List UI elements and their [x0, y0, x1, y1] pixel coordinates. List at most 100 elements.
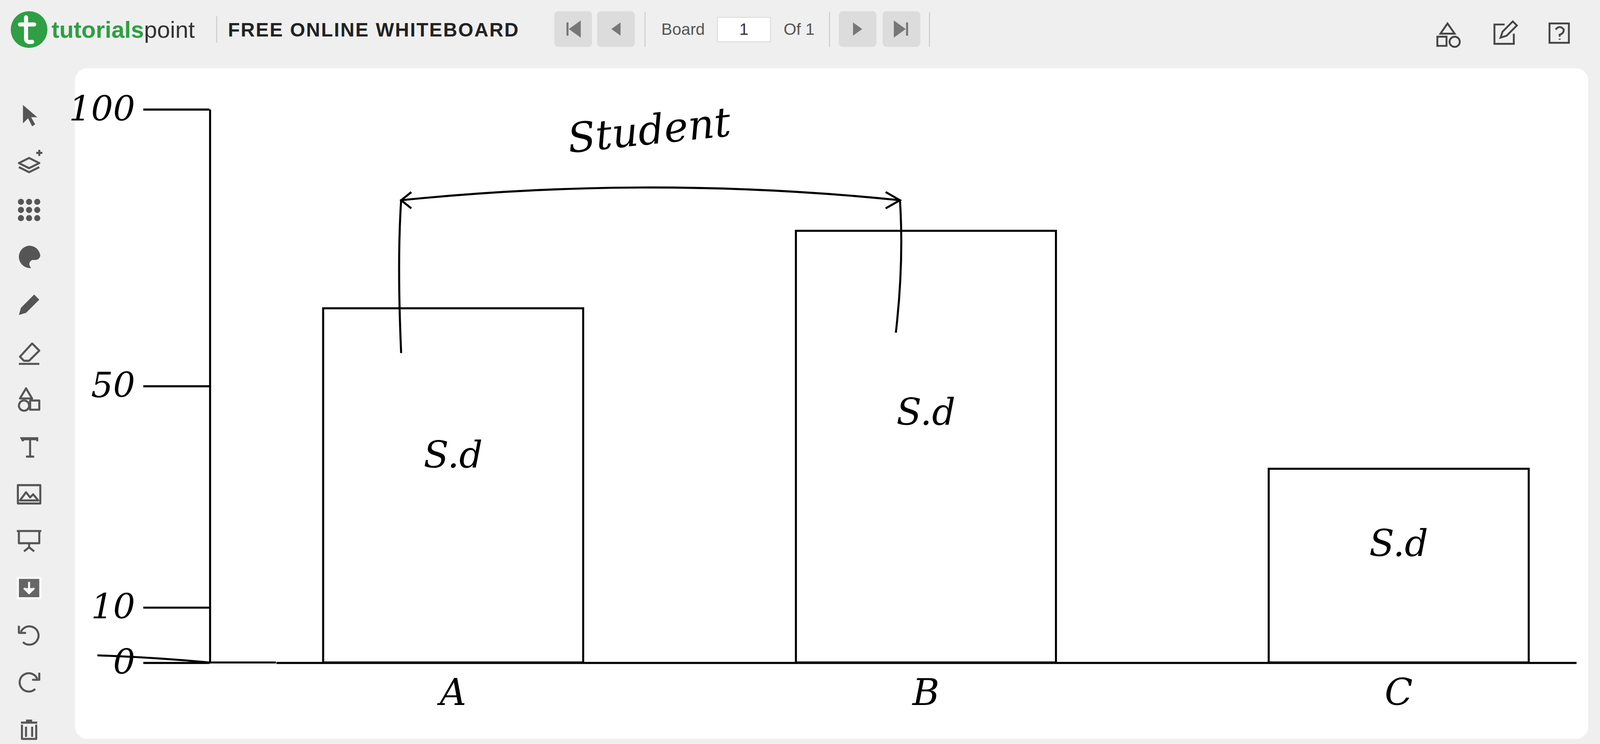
tool-icon: [18, 149, 43, 173]
nav-button[interactable]: [554, 11, 593, 47]
screen: tutorialspoint FREE ONLINE WHITEBOARD Boar…: [0, 0, 1600, 744]
background: [0, 0, 1600, 744]
dot: [26, 206, 33, 214]
tool-button[interactable]: [19, 437, 39, 459]
annotations: S.d S.d S.d: [423, 391, 1429, 565]
tool-button[interactable]: [18, 485, 41, 504]
x-tick: A: [436, 662, 467, 715]
bar-annotation: S.d: [896, 391, 956, 434]
app-title: FREE ONLINE WHITEBOARD: [227, 18, 520, 41]
y-tick: 0: [112, 642, 210, 683]
tool-icon: [19, 673, 40, 692]
icon: [853, 22, 863, 36]
y-tick-mark: [143, 108, 210, 111]
nav-button[interactable]: [597, 11, 635, 47]
tool-icon: [18, 485, 41, 504]
bar: [323, 308, 584, 663]
dot: [18, 206, 25, 214]
tool-button[interactable]: [18, 343, 40, 365]
plot-area: [323, 230, 1529, 663]
y-tick-label: 50: [91, 365, 136, 406]
divider: [929, 12, 930, 47]
board-input[interactable]: [717, 17, 771, 42]
icon: [567, 22, 580, 36]
nav-button[interactable]: [838, 11, 877, 47]
divider: [216, 16, 217, 43]
x-tick-label: A: [436, 671, 467, 715]
tool-icon: [20, 720, 38, 740]
y-tick-mark: [143, 606, 210, 609]
icon: [895, 22, 908, 36]
board-number[interactable]: 1: [739, 20, 749, 39]
y-tick-mark: [143, 662, 210, 665]
x-tick: B: [911, 662, 940, 715]
header: tutorialspoint FREE ONLINE WHITEBOARD Boar…: [10, 11, 1569, 48]
tool-icon: [18, 294, 40, 316]
brand-first: tutorials: [51, 16, 144, 43]
button-bg[interactable]: [597, 11, 635, 47]
bar: [796, 230, 1057, 663]
x-axis-line: [276, 662, 1577, 665]
title-bracket: [399, 187, 902, 354]
tool-button[interactable]: [19, 673, 40, 692]
bar-annotation: S.d: [1369, 522, 1429, 566]
tool-button[interactable]: [16, 531, 42, 552]
y-tick: 100: [68, 88, 210, 129]
tool-button[interactable]: [18, 626, 39, 645]
divider: [829, 12, 831, 47]
board-label: Board: [661, 20, 705, 39]
dot: [18, 198, 25, 206]
whiteboard[interactable]: [75, 68, 1589, 740]
edit-icon[interactable]: [1494, 21, 1517, 44]
dot: [33, 215, 41, 222]
divider: [644, 12, 646, 47]
tool-icon: [23, 104, 38, 127]
x-tick-label: C: [1384, 671, 1413, 715]
brand-second: point: [143, 16, 196, 43]
y-tick-label: 10: [91, 586, 136, 627]
toolbar: [16, 104, 43, 740]
chart: 01050100ABCS.dS.dS.dStudent: [68, 88, 1577, 715]
board-total: Of 1: [783, 20, 815, 39]
button-bg[interactable]: [554, 11, 593, 47]
bar: [1268, 469, 1529, 663]
tool-button[interactable]: [23, 104, 38, 127]
shapes-icon[interactable]: [1437, 23, 1455, 46]
logo-mark[interactable]: [10, 11, 48, 48]
y-tick-label: 100: [68, 88, 136, 129]
tool-icon: [18, 388, 40, 411]
dot: [33, 198, 41, 206]
x-tick: C: [1384, 662, 1413, 715]
tool-button[interactable]: [18, 198, 41, 222]
shapes-icon-part[interactable]: [1449, 36, 1460, 47]
button-bg[interactable]: [838, 11, 877, 47]
dot: [26, 215, 33, 222]
tool-button[interactable]: [18, 245, 41, 269]
y-axis: 0 10 50 100: [68, 88, 210, 683]
tool-button[interactable]: [18, 388, 40, 411]
help-icon[interactable]: [1549, 23, 1569, 43]
y-tick-label: 0: [112, 642, 136, 683]
icon: [611, 22, 621, 36]
tool-button[interactable]: [18, 149, 43, 173]
bracket-arrowheads: [401, 192, 901, 209]
tool-icon: [18, 578, 41, 599]
tool-icon: [19, 437, 39, 459]
y-tick-mark: [143, 385, 210, 388]
dot: [26, 198, 33, 206]
dot: [18, 215, 25, 222]
tool-button[interactable]: [18, 578, 41, 599]
x-tick-label: B: [911, 671, 940, 715]
brand[interactable]: tutorialspoint: [51, 16, 196, 43]
dot: [33, 206, 41, 214]
tool-button[interactable]: [20, 720, 38, 740]
y-tick: 10: [91, 586, 210, 627]
logo-glyph: [19, 17, 34, 42]
tool-button[interactable]: [18, 294, 40, 316]
tool-icon: [16, 531, 42, 552]
nav-button[interactable]: [882, 11, 921, 47]
help-glyph: [1555, 26, 1564, 40]
bar-annotation: S.d: [423, 433, 483, 477]
button-bg[interactable]: [882, 11, 921, 47]
tool-icon: [18, 626, 39, 645]
